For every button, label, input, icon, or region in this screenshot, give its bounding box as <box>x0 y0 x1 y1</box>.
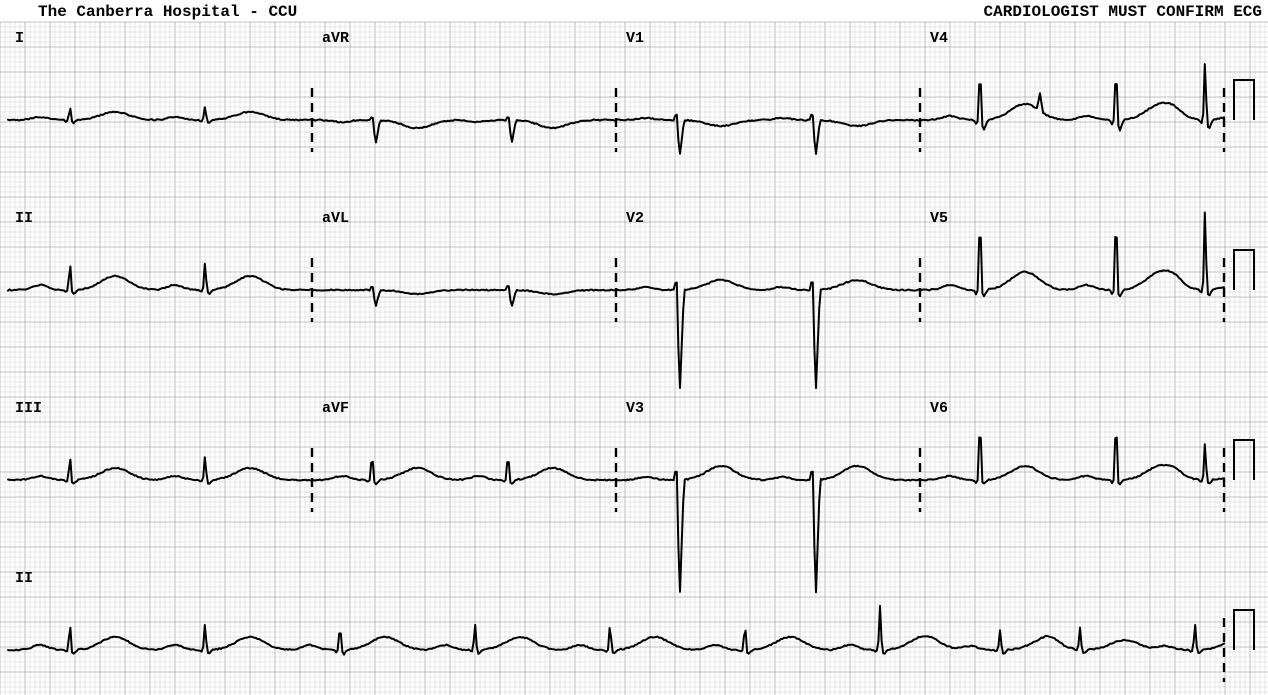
lead-label-aVR: aVR <box>322 30 349 47</box>
ecg-svg: The Canberra Hospital - CCU CARDIOLOGIST … <box>0 0 1268 695</box>
lead-label-II: II <box>15 570 33 587</box>
header-right: CARDIOLOGIST MUST CONFIRM ECG <box>984 3 1262 21</box>
lead-label-V2: V2 <box>626 210 644 227</box>
ecg-printout: The Canberra Hospital - CCU CARDIOLOGIST … <box>0 0 1268 695</box>
lead-label-V1: V1 <box>626 30 644 47</box>
lead-label-III: III <box>15 400 42 417</box>
header-left: The Canberra Hospital - CCU <box>38 3 297 21</box>
lead-label-V5: V5 <box>930 210 948 227</box>
lead-label-II: II <box>15 210 33 227</box>
lead-label-V4: V4 <box>930 30 948 47</box>
lead-label-V3: V3 <box>626 400 644 417</box>
lead-label-I: I <box>15 30 24 47</box>
lead-label-aVL: aVL <box>322 210 349 227</box>
lead-label-V6: V6 <box>930 400 948 417</box>
lead-label-aVF: aVF <box>322 400 349 417</box>
